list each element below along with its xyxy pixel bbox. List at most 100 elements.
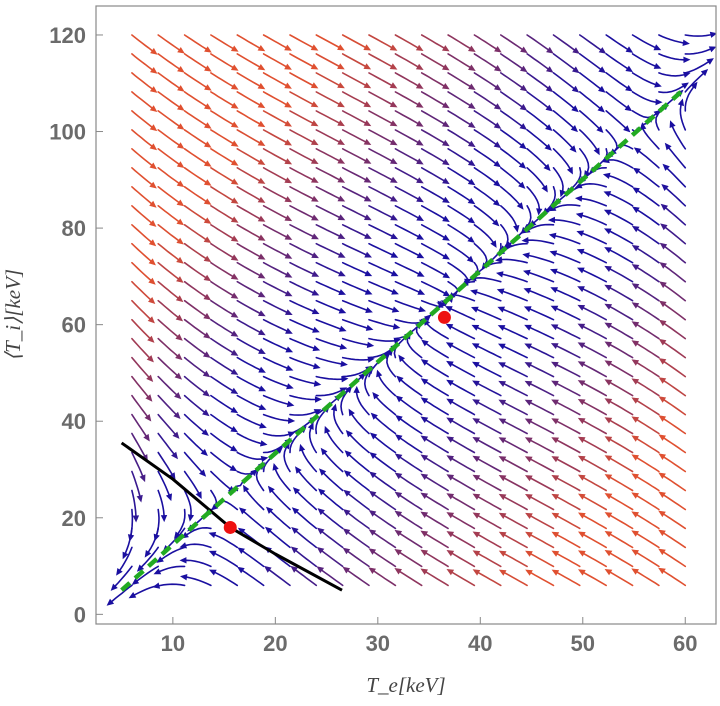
stream-line [262,318,291,334]
stream-line [262,186,291,202]
stream-arrowhead [604,247,612,254]
stream-line [157,224,183,244]
stream-line [210,34,237,52]
stream-arrowhead [284,196,293,203]
stream-arrowhead [551,437,559,444]
stream-line [315,242,344,258]
stream-arrowhead [311,252,319,259]
stream-arrowhead [524,437,533,444]
stream-line [447,129,474,147]
stream-arrowhead [604,512,613,519]
stream-line [473,167,500,186]
stream-arrowhead [472,361,480,368]
stream-arrowhead [173,411,181,419]
stream-arrowhead [658,377,667,384]
stream-arrowhead [624,104,633,112]
stream-line [131,205,155,226]
stream-line [157,470,172,500]
stream-arrowhead [365,324,374,331]
stream-line [658,72,689,77]
stream-line [262,299,291,315]
stream-line [526,186,541,214]
stream-arrowhead [604,341,613,348]
stream-arrowhead [230,349,239,356]
stream-arrowhead [394,568,402,575]
stream-line [579,361,607,378]
stream-arrowhead [442,177,450,185]
stream-line [553,513,581,530]
stream-arrowhead [363,120,372,127]
stream-arrowhead [146,355,154,363]
stream-line [500,205,518,231]
stream-line [661,224,687,245]
stream-line [243,486,265,511]
stream-arrowhead [363,138,372,145]
stream-arrowhead [415,82,424,89]
y-tick-label: 100 [49,120,86,145]
stream-line [604,159,634,169]
stream-arrowhead [395,395,403,403]
stream-line [606,455,634,473]
stream-line [527,570,555,587]
stream-line [289,53,317,69]
stream-line [157,280,182,302]
stream-line [552,362,581,378]
stream-arrowhead [631,302,640,309]
stream-line [370,530,397,549]
stream-line [474,570,502,587]
stream-arrowhead [310,157,319,164]
stream-arrowhead [179,557,187,564]
stream-arrowhead [394,529,403,537]
stream-line [333,405,344,435]
stream-line [370,568,397,587]
stream-line [579,324,607,340]
stream-line [633,417,660,435]
stream-arrowhead [208,532,217,538]
stream-line [295,467,318,492]
stream-arrowhead [494,65,502,72]
stream-line [633,264,660,283]
stream-line [131,470,142,501]
stream-arrowhead [311,308,320,315]
stream-arrowhead [604,474,613,481]
stream-arrowhead [571,85,580,93]
stream-line [473,224,496,247]
stream-line [183,413,208,435]
stream-line [424,319,449,340]
stream-arrowhead [209,569,217,576]
stream-arrowhead [313,380,322,387]
stream-line [320,469,344,492]
stream-line [273,465,291,492]
stream-arrowhead [498,380,506,387]
stream-arrowhead [575,212,584,219]
stream-arrowhead [284,233,293,240]
stream-arrowhead [176,161,185,168]
stream-line [447,167,474,185]
stream-arrowhead [570,125,578,133]
stream-line [474,381,502,397]
stream-line [131,394,151,420]
stream-arrowhead [338,289,346,295]
stream-line [183,318,210,338]
stream-line [553,418,581,435]
stream-line [370,510,397,530]
stream-arrowhead [604,436,613,443]
fixed-point-2 [437,310,451,324]
stream-arrowhead [368,529,377,536]
stream-line [157,413,179,438]
stream-arrowhead [467,197,476,205]
stream-arrowhead [136,564,145,572]
stream-line [289,394,320,401]
stream-arrowhead [204,46,212,53]
stream-arrowhead [310,139,319,146]
stream-line [341,53,370,69]
stream-arrowhead [368,548,377,555]
stream-line [131,110,156,131]
stream-arrowhead [551,456,559,463]
stream-arrowhead [631,283,640,290]
stream-line [368,337,399,342]
stream-line [420,186,448,203]
stream-arrowhead [177,104,185,111]
stream-arrowhead [577,304,586,311]
stream-line [236,261,264,278]
